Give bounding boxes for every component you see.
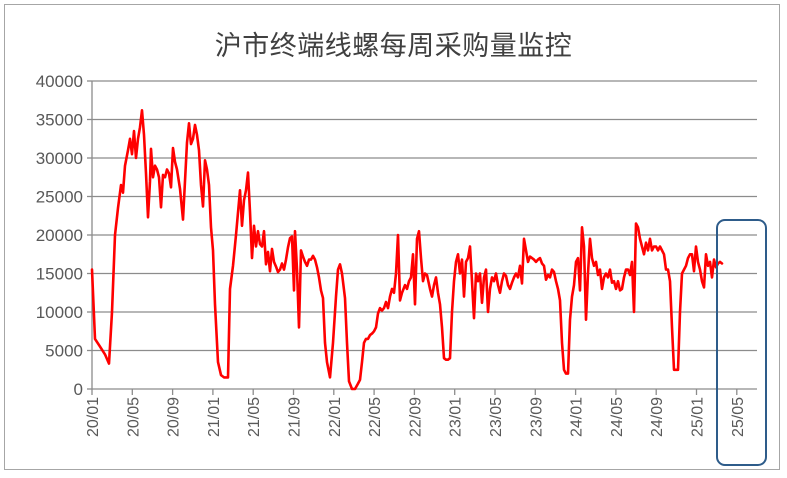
y-tick-label: 25000: [36, 188, 83, 207]
y-axis-ticks: 0 5000 10000 15000 20000 25000 30000 35000 40000: [36, 72, 92, 399]
y-tick-label: 35000: [36, 111, 83, 130]
x-axis-ticks: 20/01 20/05 20/09 21/01 21/05 21/09 22/01 22/05…: [85, 389, 747, 437]
y-tick-label: 20000: [36, 226, 83, 245]
gridlines: [91, 80, 757, 390]
chart-frame: [4, 4, 780, 470]
x-tick-label: 21/01: [206, 397, 223, 437]
x-tick-label: 23/05: [488, 397, 505, 437]
x-tick-label: 22/01: [327, 397, 344, 437]
y-tick-label: 40000: [36, 72, 83, 91]
x-tick-label: 25/01: [690, 397, 707, 437]
x-tick-label: 24/05: [609, 397, 626, 437]
y-tick-label: 30000: [36, 149, 83, 168]
y-tick-label: 5000: [45, 342, 83, 361]
x-tick-label: 23/01: [448, 397, 465, 437]
x-tick-label: 24/09: [649, 397, 666, 437]
x-tick-label: 22/05: [367, 397, 384, 437]
highlight-box: [716, 219, 767, 466]
x-tick-label: 22/09: [407, 397, 424, 437]
x-tick-label: 20/05: [125, 397, 142, 437]
y-tick-label: 10000: [36, 303, 83, 322]
x-tick-label: 20/01: [85, 397, 102, 437]
x-tick-label: 23/09: [528, 397, 545, 437]
x-tick-label: 20/09: [166, 397, 183, 437]
series-line: [90, 109, 724, 391]
y-tick-label: 0: [74, 380, 83, 399]
x-tick-label: 25/05: [730, 397, 747, 437]
x-tick-label: 21/05: [246, 397, 263, 437]
x-tick-label: 21/09: [287, 397, 304, 437]
y-tick-label: 15000: [36, 265, 83, 284]
chart-title: 沪市终端线螺每周采购量监控: [214, 31, 573, 62]
x-tick-label: 24/01: [569, 397, 586, 437]
